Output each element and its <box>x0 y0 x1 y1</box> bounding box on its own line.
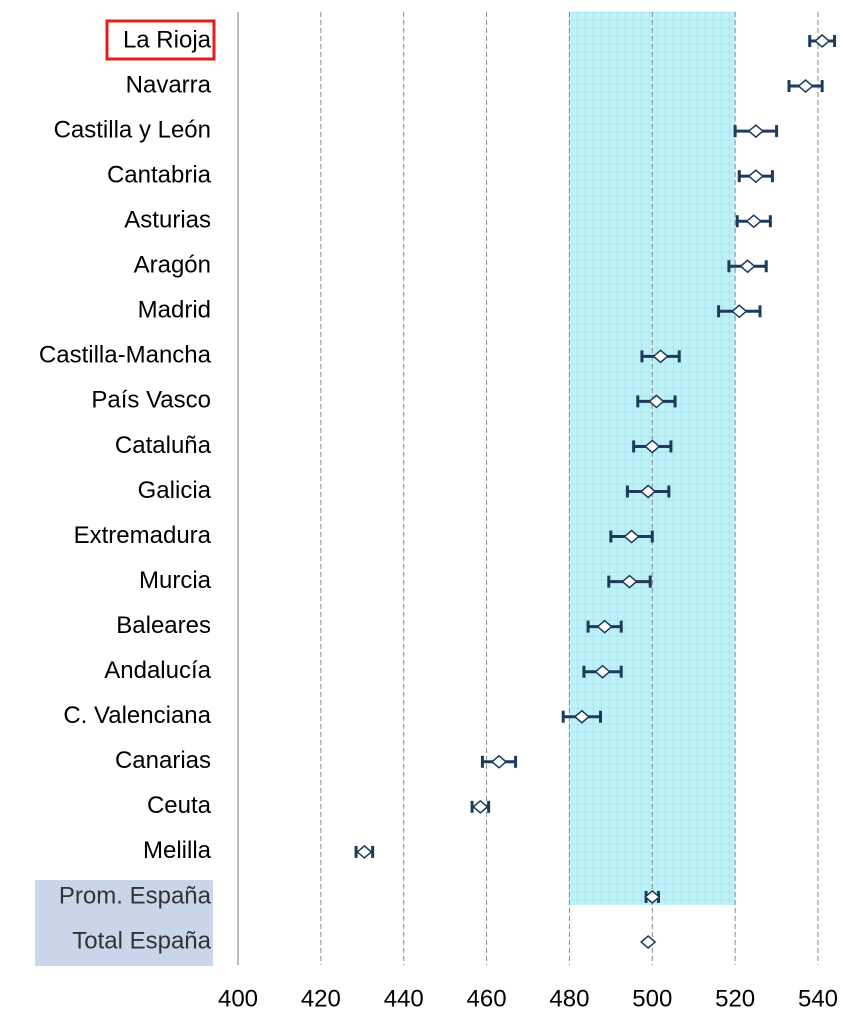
point <box>621 574 638 589</box>
y-tick-label: Cantabria <box>107 161 212 188</box>
x-tick-label: 540 <box>798 985 838 1012</box>
x-tick-label: 480 <box>549 985 589 1012</box>
y-tick-label: Navarra <box>126 71 212 98</box>
point <box>648 394 665 409</box>
point <box>739 259 756 274</box>
y-tick-label: Madrid <box>138 297 211 324</box>
label-highlight <box>35 880 213 966</box>
y-tick-label: C. Valenciana <box>63 702 211 729</box>
reference-band <box>569 12 736 905</box>
x-tick-label: 520 <box>715 985 755 1012</box>
point <box>644 889 661 904</box>
point <box>639 935 657 949</box>
point <box>573 709 591 724</box>
point <box>490 754 508 769</box>
y-tick-label: Asturias <box>124 207 211 234</box>
y-tick-label: Murcia <box>139 567 212 594</box>
point <box>356 844 373 859</box>
x-tick-label: 420 <box>301 985 341 1012</box>
point <box>472 799 489 814</box>
y-tick-label: Andalucía <box>104 657 211 684</box>
y-tick-label: Cataluña <box>115 432 212 459</box>
y-tick-label: Canarias <box>115 747 211 774</box>
point <box>745 214 762 229</box>
y-tick-label: Melilla <box>143 837 212 864</box>
x-tick-label: 460 <box>467 985 507 1012</box>
point <box>747 124 765 139</box>
y-tick-label: Total España <box>72 927 211 954</box>
x-tick-label: 440 <box>384 985 424 1012</box>
point <box>747 169 765 184</box>
label-box <box>105 19 216 61</box>
y-tick-label: Baleares <box>116 612 211 639</box>
y-tick-label: Aragón <box>134 252 211 279</box>
point <box>797 79 814 94</box>
point <box>594 664 611 679</box>
x-tick-label: 400 <box>218 985 258 1012</box>
point <box>639 484 657 499</box>
y-tick-label: La Rioja <box>123 26 212 53</box>
y-tick-label: Ceuta <box>147 792 212 819</box>
point <box>652 349 669 364</box>
y-tick-label: Castilla y León <box>54 116 211 143</box>
point <box>596 619 613 634</box>
x-tick-label: 500 <box>632 985 672 1012</box>
point <box>644 439 661 454</box>
point <box>731 304 748 319</box>
y-tick-label: País Vasco <box>91 387 211 414</box>
point <box>623 529 640 544</box>
y-tick-label: Castilla-Mancha <box>39 342 212 369</box>
y-tick-label: Extremadura <box>74 522 212 549</box>
y-tick-label: Galicia <box>138 477 212 504</box>
y-tick-label: Prom. España <box>59 882 212 909</box>
point <box>813 34 831 48</box>
